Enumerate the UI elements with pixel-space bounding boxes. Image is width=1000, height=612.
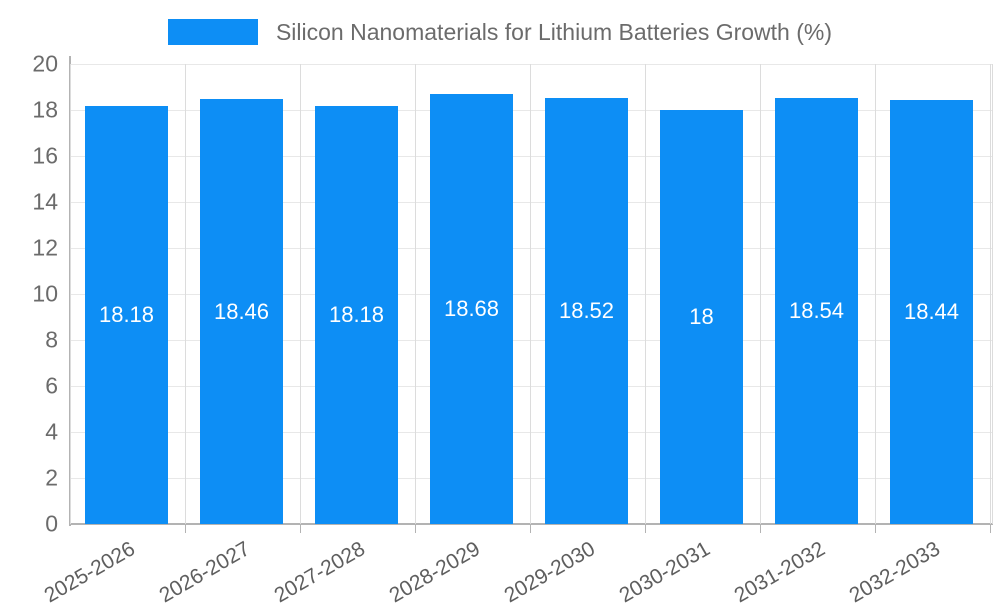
bar[interactable] <box>200 99 283 524</box>
bar-value-label: 18.46 <box>213 298 270 324</box>
bar-value-label: 18 <box>689 304 714 329</box>
legend-color-swatch[interactable] <box>167 19 258 45</box>
x-axis-tick-label: 2031-2032 <box>730 537 829 608</box>
x-axis-baseline <box>70 523 993 525</box>
y-axis-tick-label: 0 <box>45 510 58 537</box>
vertical-gridline-1 <box>185 64 186 524</box>
x-axis-tick-mark <box>415 524 416 533</box>
legend-label: Silicon Nanomaterials for Lithium Batter… <box>275 18 833 45</box>
chart-legend[interactable]: Silicon Nanomaterials for Lithium Batter… <box>0 12 1000 52</box>
bar-value-label: 18.54 <box>788 297 845 323</box>
vertical-gridline-5 <box>645 64 646 524</box>
x-axis-tick-label: 2029-2030 <box>500 537 599 608</box>
x-axis-tick-mark <box>300 524 301 533</box>
bar-value-label: 18.18 <box>328 301 385 327</box>
vertical-gridline-7 <box>875 64 876 524</box>
y-axis-tick-label: 6 <box>45 372 58 399</box>
x-axis-tick-label: 2028-2029 <box>385 537 484 608</box>
x-axis-tick-mark <box>530 524 531 533</box>
y-axis-tick-label: 18 <box>32 96 58 123</box>
vertical-gridline-8 <box>990 64 991 524</box>
plot-area: 18.18 18.46 18.18 18.68 18.52 18 18.54 18.44 <box>70 64 993 525</box>
x-axis-tick-label: 2032-2033 <box>845 537 944 608</box>
x-axis-tick-mark <box>875 524 876 533</box>
x-axis-tick-mark <box>645 524 646 533</box>
gridline-18 <box>70 110 993 111</box>
bar-value-label: 18.44 <box>903 298 960 324</box>
gridline-12 <box>70 248 993 249</box>
y-axis-tick-label: 2 <box>45 464 58 491</box>
y-axis-tick-label: 12 <box>32 234 58 261</box>
y-axis-tick-label: 8 <box>45 326 58 353</box>
vertical-gridline-2 <box>300 64 301 524</box>
gridline-10 <box>70 294 993 295</box>
vertical-gridline-4 <box>530 64 531 524</box>
plot-right-edge <box>992 64 993 524</box>
x-axis-tick-label: 2030-2031 <box>615 537 714 608</box>
bar[interactable] <box>545 98 628 524</box>
bar-value-label: 18.52 <box>558 298 615 324</box>
x-axis-tick-label: 2027-2028 <box>270 537 369 608</box>
x-axis-tick-label: 2026-2027 <box>155 537 254 608</box>
x-axis-tick-mark <box>990 524 991 533</box>
vertical-gridline-0 <box>70 64 71 524</box>
y-axis-tick-label: 4 <box>45 418 58 445</box>
x-axis-tick-mark <box>185 524 186 533</box>
y-axis-tick-label: 14 <box>32 188 58 215</box>
gridline-16 <box>70 156 993 157</box>
bar[interactable] <box>85 105 168 524</box>
bar[interactable] <box>430 94 513 524</box>
gridline-4 <box>70 432 993 433</box>
x-axis-tick-mark <box>760 524 761 533</box>
x-axis-tick-label: 2025-2026 <box>40 537 139 608</box>
y-axis-tick-label: 20 <box>32 50 58 77</box>
y-axis-tick-label: 10 <box>32 280 58 307</box>
bar[interactable] <box>660 110 743 524</box>
bar[interactable] <box>315 105 398 524</box>
gridline-6 <box>70 386 993 387</box>
y-axis-tick-label: 16 <box>32 142 58 169</box>
bar-value-label: 18.68 <box>443 296 500 322</box>
gridline-20 <box>70 64 993 65</box>
vertical-gridline-3 <box>415 64 416 524</box>
bar[interactable] <box>890 99 973 524</box>
gridline-2 <box>70 478 993 479</box>
vertical-gridline-6 <box>760 64 761 524</box>
bar-value-label: 18.18 <box>98 301 155 327</box>
gridline-14 <box>70 202 993 203</box>
gridline-8 <box>70 340 993 341</box>
bar[interactable] <box>775 97 858 524</box>
